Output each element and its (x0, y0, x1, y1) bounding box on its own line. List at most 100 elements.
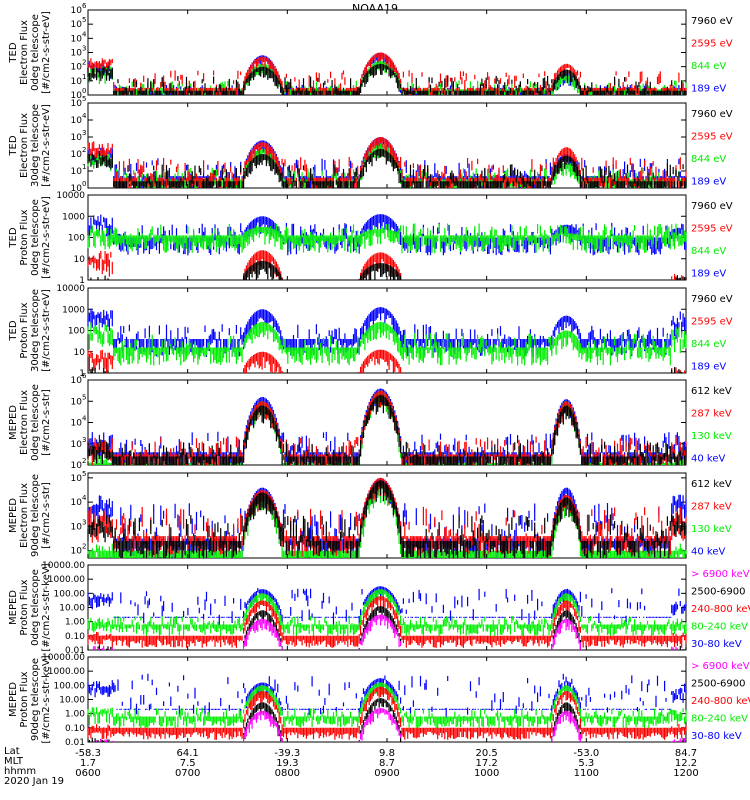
y-tick-label-exp: 4 (82, 30, 87, 38)
series-7960-ev (90, 367, 683, 373)
y-tick-label: 10 (71, 99, 83, 109)
y-tick-label: 1.00 (65, 710, 85, 720)
legend-entry: > 6900 keV (691, 661, 750, 672)
y-tick-label: 10000 (56, 284, 85, 294)
legend-entry: 2595 eV (691, 224, 733, 235)
y-tick-label-exp: 5 (82, 95, 86, 103)
y-tick-label: 10 (71, 34, 83, 44)
footer-ticks-group: -58.31.7060064.17.50700-39.319.308009.88… (75, 10, 699, 779)
y-tick-label: 10 (71, 6, 83, 16)
y-tick-label-exp: 2 (82, 59, 86, 67)
footer-row-label-lat: Lat (4, 746, 20, 757)
y-tick-label: 1 (79, 276, 85, 286)
legend-entry: 80-240 keV (691, 622, 748, 633)
y-tick-label: 10 (71, 474, 83, 484)
legend-entry: > 6900 keV (691, 569, 750, 580)
footer-mlt-label: 12.2 (675, 758, 697, 769)
series-844-ev (87, 322, 687, 366)
series-30-80-kev (87, 673, 687, 719)
y-tick-label: 10000.00 (42, 653, 85, 663)
legend-entry: 287 keV (691, 409, 732, 420)
y-axis-label: Electron Flux (19, 113, 30, 178)
y-tick-label: 10 (71, 522, 83, 532)
y-tick-label-exp: 6 (82, 2, 87, 10)
legend-entry: 40 keV (691, 547, 725, 558)
panel-4: 1 10 100 1000 10000 TED Proton Flux 30deg teles… (8, 284, 733, 379)
y-tick-label: 10 (71, 461, 83, 471)
y-axis-label: Proton Flux (19, 579, 30, 635)
series-7960-ev (90, 260, 687, 280)
y-tick-label: 100 (68, 234, 85, 244)
legend-entry: 80-240 keV (691, 714, 748, 725)
series-612-kev (87, 480, 687, 558)
y-axis-label: MEPED (8, 498, 19, 533)
y-tick-label: 1 (79, 369, 85, 379)
y-axis-label: [#/cm2-s-str] (41, 482, 52, 549)
y-tick-label: 10 (71, 440, 83, 450)
y-axis-label: MEPED (8, 682, 19, 717)
legend-entry: 240-800 keV (691, 604, 750, 615)
y-tick-label: 1000 (62, 305, 85, 315)
y-tick-label: 0.01 (65, 738, 85, 748)
footer-time-label: 1100 (574, 768, 599, 779)
y-tick-label-exp: 4 (82, 494, 87, 502)
legend-entry: 287 keV (691, 502, 732, 513)
y-tick-label: 1000.00 (48, 667, 85, 677)
y-axis-label: Electron Flux (19, 390, 30, 455)
legend-entry: 7960 eV (691, 201, 733, 212)
footer-lat-label: -58.3 (75, 748, 101, 759)
footer-row-label-mlt: MLT (4, 756, 23, 767)
y-tick-label-exp: 2 (82, 543, 86, 551)
y-tick-label: 0.01 (65, 646, 85, 656)
legend-entry: 844 eV (691, 61, 726, 72)
footer-row-label-hhmm: hhmm (4, 766, 37, 777)
legend-entry: 30-80 keV (691, 731, 742, 742)
footer-lat-label: -39.3 (274, 748, 300, 759)
y-axis-label: [#/cm2-s-str-eV] (41, 104, 52, 187)
footer-lat-label: 20.5 (476, 748, 498, 759)
footer-lat-label: 64.1 (177, 748, 199, 759)
y-axis-label: [#/cm2-s-str-eV] (41, 11, 52, 94)
y-tick-label-exp: 4 (82, 112, 87, 120)
series-30-80-kev (87, 586, 687, 628)
series-2595-ev (87, 349, 686, 373)
legend-entry: 189 eV (691, 177, 726, 188)
y-axis-label: [#/cm2-s-str-eV] (41, 289, 52, 372)
footer-mlt-label: 7.5 (180, 758, 196, 769)
footer-time-label: 0600 (75, 768, 100, 779)
y-tick-label-exp: 0 (82, 87, 86, 95)
y-tick-label-exp: 5 (82, 470, 86, 478)
footer-mlt-label: 5.3 (578, 758, 594, 769)
y-axis-label: Proton Flux (19, 209, 30, 265)
y-axis-label: Proton Flux (19, 302, 30, 358)
y-axis-label: TED (8, 42, 19, 63)
y-tick-label-exp: 5 (82, 16, 86, 24)
y-tick-label: 0.10 (65, 632, 85, 642)
y-axis-label: 90deg telescope (30, 658, 41, 741)
y-tick-label: 10 (71, 397, 83, 407)
footer-lat-label: -53.0 (573, 748, 599, 759)
legend-entry: 7960 eV (691, 16, 733, 27)
footer-time-label: 1200 (673, 768, 698, 779)
footer-time-label: 0700 (175, 768, 200, 779)
legend-entry: 40 keV (691, 454, 725, 465)
y-tick-label-exp: 4 (82, 415, 87, 423)
y-axis-label: 0deg telescope (30, 384, 41, 461)
y-axis-label: 30deg telescope (30, 104, 41, 187)
y-tick-label: 10 (71, 376, 83, 386)
series-7960-ev (87, 63, 687, 95)
legend-entry: 2595 eV (691, 39, 733, 50)
y-tick-label: 10 (74, 255, 86, 265)
legend-entry: 30-80 keV (691, 639, 742, 650)
legend-entry: 130 keV (691, 431, 732, 442)
panel-7: 0.01 0.10 1.00 10.00 100.00 1000.00 10000.00 ME… (8, 561, 750, 656)
y-tick-label: 10 (71, 547, 83, 557)
y-axis-label: Electron Flux (19, 20, 30, 85)
y-tick-label-exp: 3 (82, 45, 86, 53)
